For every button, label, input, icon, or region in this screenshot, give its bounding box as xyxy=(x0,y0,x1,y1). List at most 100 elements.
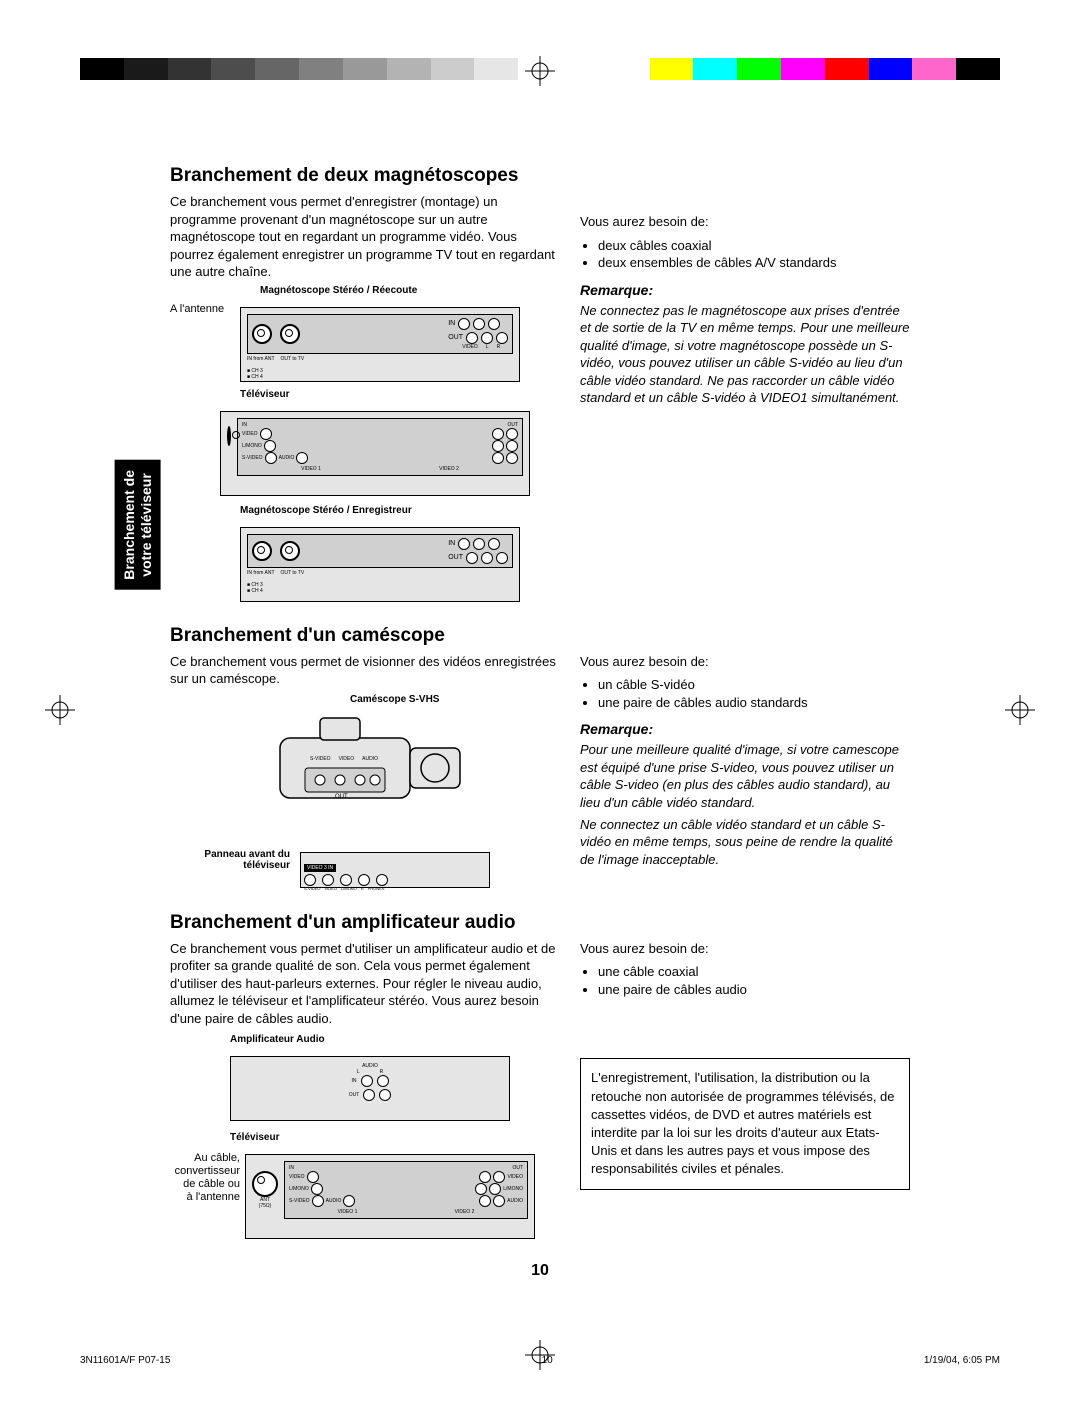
footer: 3N11601A/F P07-15 10 1/19/04, 6:05 PM xyxy=(80,1355,1000,1366)
lbl-amp-r: R xyxy=(380,1069,384,1075)
lbl-tv2-v1c: VIDEO 1 xyxy=(338,1209,358,1215)
color-bar xyxy=(869,58,913,80)
label-antenna: A l'antenne xyxy=(170,303,224,315)
section-camescope: Branchement d'un caméscope Ce branchemen… xyxy=(170,625,910,894)
section-two-vcrs: Branchement de deux magnétoscopes Ce bra… xyxy=(170,165,910,607)
lbl-tv2-out: OUT xyxy=(512,1165,523,1171)
lbl-tv2-au: AUDIO xyxy=(326,1198,342,1204)
lbl-l: L xyxy=(486,344,489,350)
section1-title: Branchement de deux magnétoscopes xyxy=(170,165,910,187)
lbl-cs-out: OUT xyxy=(335,794,348,800)
list-item: deux ensembles de câbles A/V standards xyxy=(598,254,910,272)
lbl-tv2-v2c: VIDEO 2 xyxy=(455,1209,475,1215)
section1-remarque-label: Remarque: xyxy=(580,282,910,298)
list-item: une paire de câbles audio xyxy=(598,981,910,999)
section1-need-label: Vous aurez besoin de: xyxy=(580,213,910,231)
diagram-tv-front: VIDEO 3 IN S-VIDEO VIDEO L/MONO R PHONES xyxy=(300,852,490,888)
section2-title: Branchement d'un caméscope xyxy=(170,625,910,647)
legal-notice: L'enregistrement, l'utilisation, la dist… xyxy=(580,1058,910,1189)
section2-intro: Ce branchement vous permet de visionner … xyxy=(170,653,556,688)
diagram-vcr-playback: IN OUT VIDEOLR IN from ANT OUT to TV ■ C… xyxy=(240,307,520,382)
lbl-out: OUT xyxy=(448,334,463,341)
lbl-v1: VIDEO 1 xyxy=(301,466,321,472)
lbl-src4: à l'antenne xyxy=(160,1191,240,1204)
lbl-cs-a: AUDIO xyxy=(362,756,378,762)
lbl-v2: VIDEO 2 xyxy=(439,466,459,472)
lbl-in: IN xyxy=(448,320,455,327)
side-tab-line1: Branchement de xyxy=(121,470,137,580)
registration-mark-top xyxy=(525,56,555,86)
lbl-amp-l: L xyxy=(357,1069,360,1075)
lbl-in2: IN xyxy=(242,422,247,428)
label-amp: Amplificateur Audio xyxy=(230,1034,325,1045)
color-bar xyxy=(562,58,606,80)
lbl-tv2-sv: S-VIDEO xyxy=(289,1198,310,1204)
registration-mark-right xyxy=(1005,695,1035,725)
list-item: deux câbles coaxial xyxy=(598,237,910,255)
color-bar xyxy=(737,58,781,80)
color-bar xyxy=(168,58,212,80)
lbl-tv2-in: IN xyxy=(289,1165,294,1171)
lbl-tv2-v2: VIDEO xyxy=(507,1174,523,1180)
color-bar xyxy=(956,58,1000,80)
lbl-fp-v: VIDEO xyxy=(324,886,336,891)
section1-intro: Ce branchement vous permet d'enregistrer… xyxy=(170,193,556,281)
color-bar xyxy=(912,58,956,80)
label-vcr-rec: Magnétoscope Stéréo / Enregistreur xyxy=(240,505,412,516)
camcorder-icon xyxy=(270,708,470,818)
registration-mark-left xyxy=(45,695,75,725)
list-item: un câble S-vidéo xyxy=(598,676,910,694)
lbl-amp-out: OUT xyxy=(349,1092,360,1098)
page-number: 10 xyxy=(170,1262,910,1280)
color-bar xyxy=(343,58,387,80)
lbl-infromant: IN from ANT xyxy=(247,356,275,362)
lbl-infromant2: IN from ANT xyxy=(247,570,275,576)
label-tv: Téléviseur xyxy=(240,389,289,400)
color-bar xyxy=(606,58,650,80)
lbl-outtotv2: OUT to TV xyxy=(281,570,305,576)
footer-right: 1/19/04, 6:05 PM xyxy=(924,1355,1000,1366)
color-bar xyxy=(825,58,869,80)
color-bar xyxy=(299,58,343,80)
lbl-ch4b: CH 4 xyxy=(251,588,262,594)
lbl-fp-sv: S-VIDEO xyxy=(304,886,320,891)
lbl-audio: AUDIO xyxy=(279,455,295,461)
lbl-src3: de câble ou xyxy=(160,1178,240,1191)
label-front-panel: Panneau avant du téléviseur xyxy=(190,849,290,871)
side-tab: Branchement de votre téléviseur xyxy=(115,460,161,590)
lbl-tv2-au2: AUDIO xyxy=(507,1198,523,1204)
lbl-lmono: L/MONO xyxy=(242,443,262,449)
section3-needs-list: une câble coaxialune paire de câbles aud… xyxy=(580,963,910,998)
label-camescope: Caméscope S-VHS xyxy=(350,694,439,705)
section3-need-label: Vous aurez besoin de: xyxy=(580,940,910,958)
footer-left: 3N11601A/F P07-15 xyxy=(80,1355,170,1366)
lbl-in3: IN xyxy=(448,540,455,547)
section2-remarque-label: Remarque: xyxy=(580,721,910,737)
lbl-r: R xyxy=(497,344,501,350)
label-vcr-play: Magnétoscope Stéréo / Réecoute xyxy=(260,285,417,296)
section2-remarque2: Ne connectez un câble vidéo standard et … xyxy=(580,816,910,869)
lbl-fp-ph: PHONES xyxy=(368,886,385,891)
label-tv2: Téléviseur xyxy=(230,1132,279,1143)
lbl-src2: convertisseur xyxy=(160,1165,240,1178)
lbl-ch4: CH 4 xyxy=(251,374,262,380)
section2-needs-list: un câble S-vidéoune paire de câbles audi… xyxy=(580,676,910,711)
color-bar xyxy=(693,58,737,80)
lbl-tv2-lm: L/MONO xyxy=(289,1186,309,1192)
lbl-outtotv: OUT to TV xyxy=(281,356,305,362)
lbl-out3: OUT xyxy=(448,554,463,561)
list-item: une paire de câbles audio standards xyxy=(598,694,910,712)
section2-need-label: Vous aurez besoin de: xyxy=(580,653,910,671)
color-bar xyxy=(781,58,825,80)
color-bar xyxy=(211,58,255,80)
color-bar xyxy=(474,58,518,80)
color-bar xyxy=(80,58,124,80)
lbl-cs-v: VIDEO xyxy=(339,756,355,762)
list-item: une câble coaxial xyxy=(598,963,910,981)
diagram-vcr-recorder: IN OUT IN from ANT OUT to TV ■ CH 3 ■ CH… xyxy=(240,527,520,602)
color-bar xyxy=(387,58,431,80)
lbl-amp-in: IN xyxy=(352,1078,357,1084)
color-bar xyxy=(124,58,168,80)
footer-center: 10 xyxy=(542,1355,553,1366)
side-tab-line2: votre téléviseur xyxy=(138,473,154,577)
